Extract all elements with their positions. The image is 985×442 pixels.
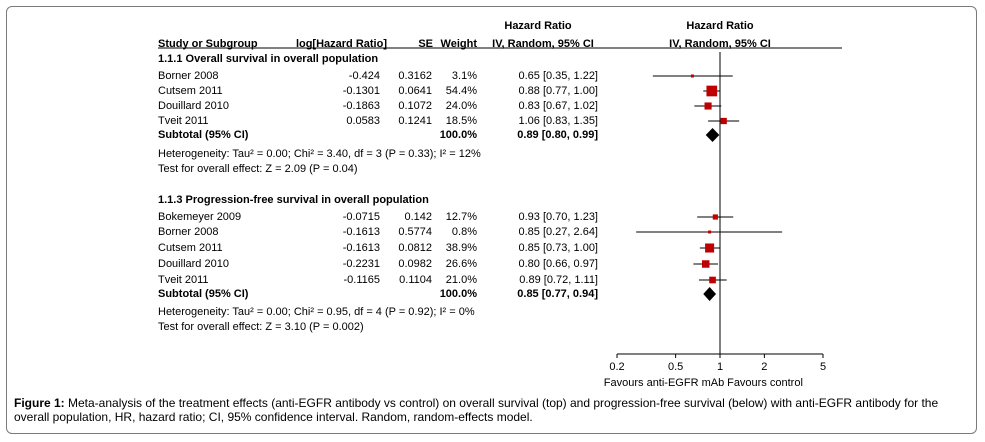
favours-right-label: Favours control — [727, 377, 803, 389]
study-column-header: Study or Subgroup — [158, 38, 258, 50]
caption-text: Meta-analysis of the treatment effects (… — [14, 396, 939, 424]
study-weight: 0.8% — [451, 226, 477, 238]
study-name: Cutsem 2011 — [158, 85, 223, 97]
study-name: Borner 2008 — [158, 70, 219, 82]
study-marker — [709, 276, 716, 284]
study-loghr: -0.424 — [348, 70, 380, 82]
study-name: Douillard 2010 — [158, 100, 229, 112]
study-se: 0.1241 — [398, 115, 432, 127]
study-weight: 26.6% — [445, 258, 477, 270]
study-marker — [720, 117, 727, 125]
study-marker — [705, 243, 715, 253]
subtotal-weight: 100.0% — [439, 129, 477, 141]
study-weight: 21.0% — [445, 274, 477, 286]
x-tick-label: 1 — [717, 361, 723, 373]
study-ci: 0.80 [0.66, 0.97] — [518, 258, 598, 270]
caption-label: Figure 1: — [14, 396, 65, 410]
x-tick-label: 0.5 — [668, 361, 683, 373]
study-name: Tveit 2011 — [158, 115, 209, 127]
heterogeneity-text: Heterogeneity: Tau² = 0.00; Chi² = 0.95,… — [158, 306, 475, 318]
overall-effect-text: Test for overall effect: Z = 2.09 (P = 0… — [158, 163, 358, 175]
study-ci: 0.85 [0.27, 2.64] — [518, 226, 598, 238]
group-title: 1.1.3 Progression-free survival in overa… — [158, 194, 429, 206]
study-marker — [704, 102, 712, 110]
weight-column-header: Weight — [440, 38, 477, 50]
study-ci: 0.65 [0.35, 1.22] — [518, 70, 598, 82]
study-loghr: -0.1301 — [342, 85, 380, 97]
study-se: 0.1072 — [398, 100, 432, 112]
study-weight: 54.4% — [445, 85, 477, 97]
figure-caption: Figure 1: Meta-analysis of the treatment… — [14, 396, 972, 424]
subtotal-ci: 0.85 [0.77, 0.94] — [517, 288, 598, 300]
x-tick-label: 5 — [820, 361, 826, 373]
study-ci: 1.06 [0.83, 1.35] — [518, 115, 598, 127]
study-marker — [701, 260, 710, 268]
plot-title: Hazard Ratio — [686, 20, 754, 32]
study-loghr: -0.1165 — [343, 274, 381, 286]
study-name: Bokemeyer 2009 — [158, 211, 242, 223]
study-weight: 3.1% — [451, 70, 477, 82]
study-weight: 18.5% — [445, 115, 477, 127]
study-se: 0.0982 — [398, 258, 432, 270]
subtotal-ci: 0.89 [0.80, 0.99] — [517, 129, 598, 141]
study-ci: 0.83 [0.67, 1.02] — [518, 100, 598, 112]
favours-left-label: Favours anti-EGFR mAb — [604, 377, 724, 389]
x-tick-label: 2 — [761, 361, 767, 373]
study-marker — [712, 214, 718, 220]
study-ci: 0.93 [0.70, 1.23] — [518, 211, 598, 223]
hr-group-title: Hazard Ratio — [504, 20, 572, 32]
loghr-column-header: log[Hazard Ratio] — [295, 38, 387, 50]
study-weight: 38.9% — [445, 242, 477, 254]
subtotal-diamond — [705, 128, 720, 142]
study-loghr: -0.2231 — [342, 258, 380, 270]
plot-method-header: IV, Random, 95% CI — [669, 38, 771, 50]
subtotal-weight: 100.0% — [439, 288, 477, 300]
study-marker — [708, 230, 712, 234]
study-se: 0.142 — [404, 211, 432, 223]
study-name: Douillard 2010 — [158, 258, 229, 270]
study-loghr: -0.1613 — [342, 226, 380, 238]
study-name: Cutsem 2011 — [158, 242, 223, 254]
study-loghr: -0.1863 — [342, 100, 380, 112]
study-loghr: -0.1613 — [342, 242, 380, 254]
study-se: 0.5774 — [398, 226, 432, 238]
study-name: Borner 2008 — [158, 226, 219, 238]
study-loghr: -0.0715 — [342, 211, 380, 223]
study-marker — [690, 74, 694, 78]
study-se: 0.1104 — [399, 274, 432, 286]
study-ci: 0.88 [0.77, 1.00] — [518, 85, 598, 97]
study-ci: 0.89 [0.72, 1.11] — [519, 274, 598, 286]
study-se: 0.0641 — [398, 85, 432, 97]
study-marker — [706, 85, 718, 97]
x-tick-label: 0.2 — [609, 361, 624, 373]
study-weight: 12.7% — [445, 211, 477, 223]
hr-method-header: IV, Random, 95% CI — [492, 38, 594, 50]
figure-frame — [6, 6, 977, 434]
subtotal-label: Subtotal (95% CI) — [158, 288, 249, 300]
study-name: Tveit 2011 — [158, 274, 209, 286]
study-loghr: 0.0583 — [346, 115, 380, 127]
heterogeneity-text: Heterogeneity: Tau² = 0.00; Chi² = 3.40,… — [158, 148, 481, 160]
subtotal-diamond — [703, 287, 717, 301]
se-column-header: SE — [418, 38, 433, 50]
study-ci: 0.85 [0.73, 1.00] — [518, 242, 598, 254]
study-se: 0.3162 — [398, 70, 432, 82]
overall-effect-text: Test for overall effect: Z = 3.10 (P = 0… — [158, 321, 364, 333]
study-se: 0.0812 — [398, 242, 432, 254]
group-title: 1.1.1 Overall survival in overall popula… — [158, 53, 379, 65]
subtotal-label: Subtotal (95% CI) — [158, 129, 249, 141]
study-weight: 24.0% — [445, 100, 477, 112]
